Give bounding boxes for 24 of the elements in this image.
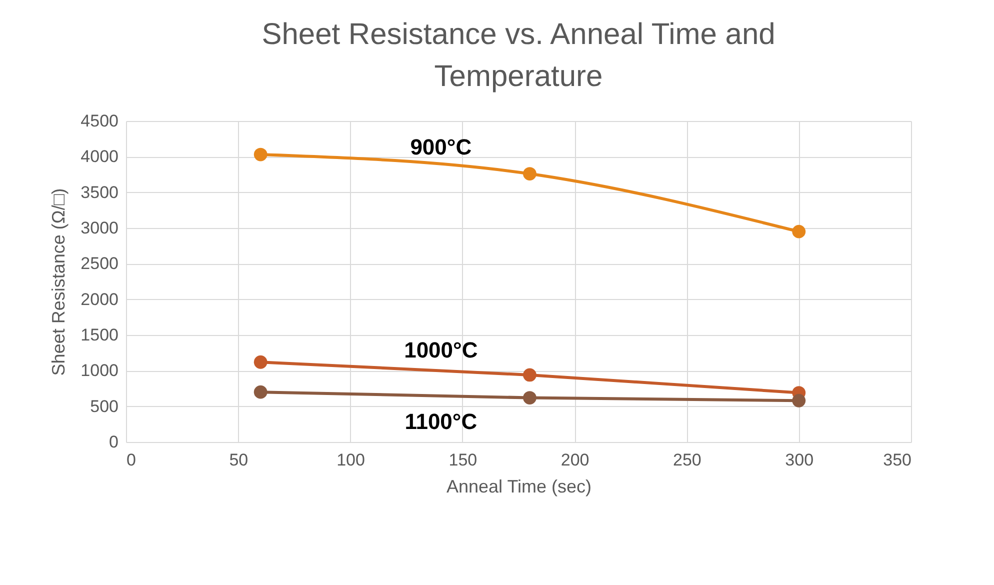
y-tick-label: 3000 <box>80 218 118 238</box>
x-tick-label: 350 <box>883 450 912 470</box>
x-tick-label: 0 <box>126 450 136 470</box>
x-tick-label: 150 <box>448 450 478 470</box>
x-tick-label: 250 <box>673 450 702 470</box>
series-label: 900°C <box>410 134 472 160</box>
y-tick-label: 3500 <box>80 182 118 202</box>
y-tick-label: 4000 <box>80 147 118 166</box>
series-label: 1000°C <box>404 338 478 363</box>
x-tick-label: 200 <box>560 450 590 470</box>
y-tick-label: 1000 <box>80 361 118 380</box>
chart-title: Sheet Resistance vs. Anneal Time and Temperature <box>262 18 776 93</box>
x-tick-label: 100 <box>336 450 365 470</box>
y-tick-label: 1500 <box>80 326 118 344</box>
y-tick-label: 0 <box>109 432 118 452</box>
y-axis-title: Sheet Resistance (Ω/□) <box>48 188 69 376</box>
x-tick-label: 300 <box>785 450 814 470</box>
series-label: 1100°C <box>404 408 478 434</box>
y-tick-label: 2500 <box>80 254 118 274</box>
x-tick-label: 50 <box>229 450 248 470</box>
y-tick-label: 4500 <box>80 112 118 130</box>
y-tick-label: 500 <box>90 396 118 416</box>
x-axis-title: Anneal Time (sec) <box>446 476 592 496</box>
y-tick-label: 2000 <box>80 290 118 309</box>
